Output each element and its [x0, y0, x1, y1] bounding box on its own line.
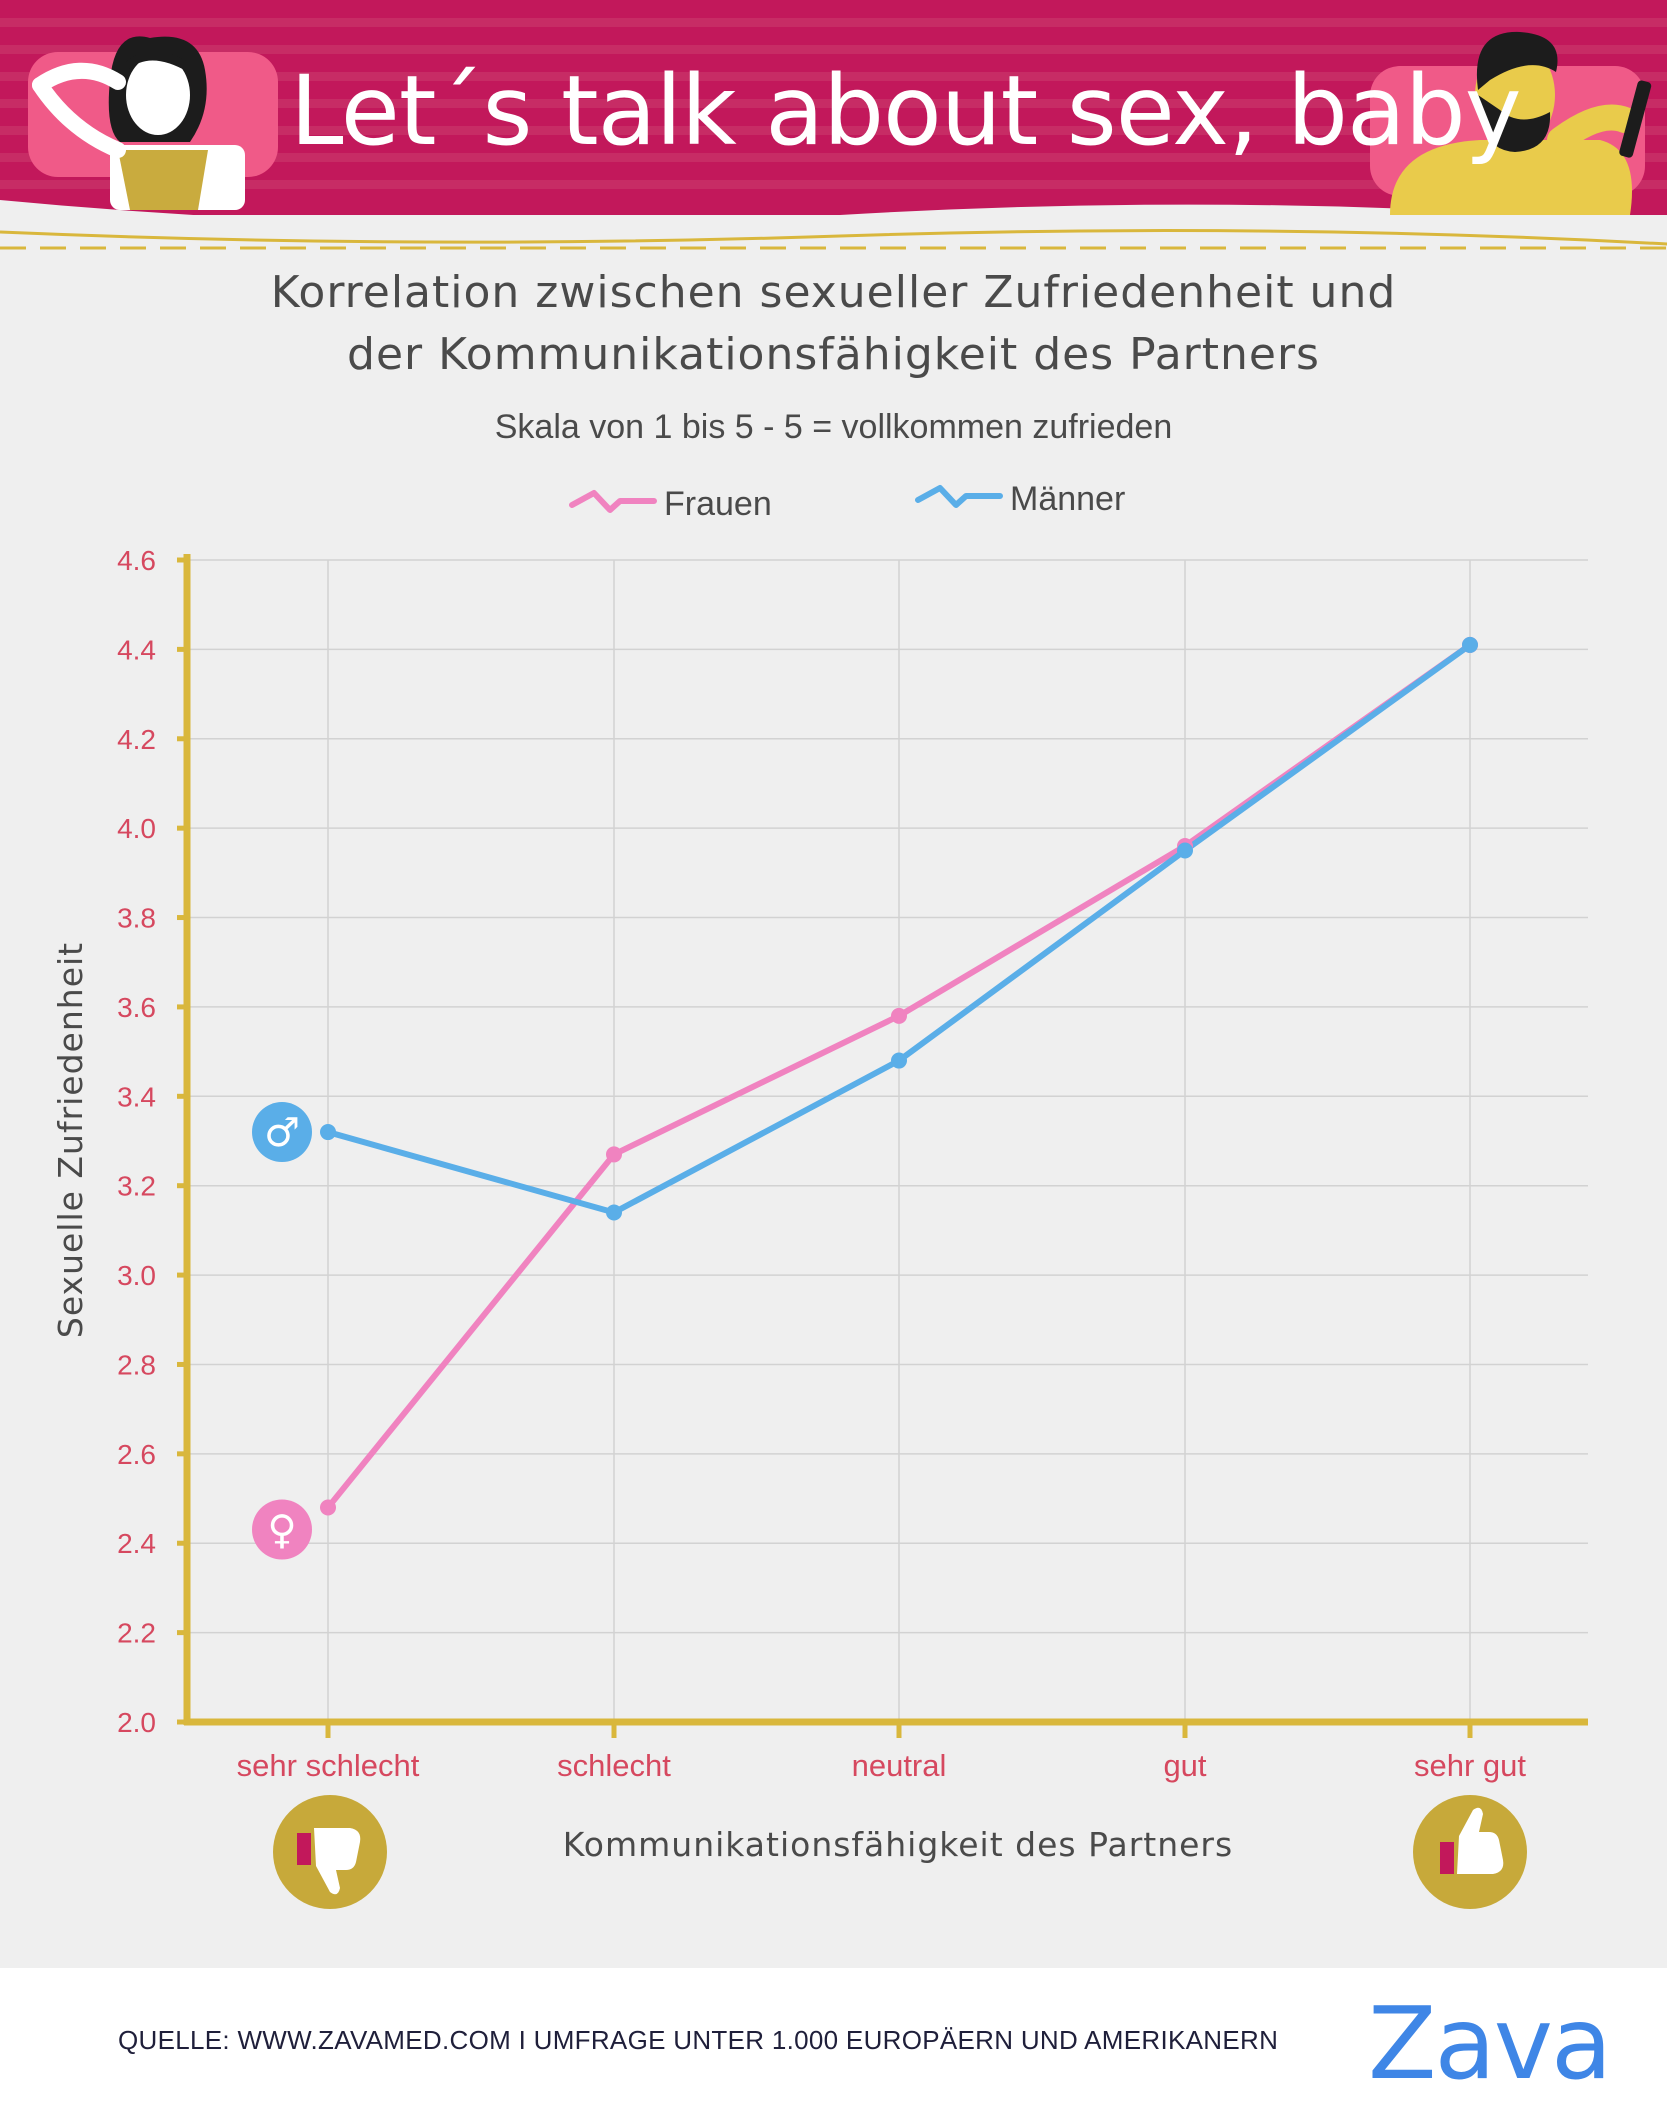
y-tick-label: 2.4 [117, 1528, 156, 1559]
legend: Frauen Männer [569, 480, 1125, 523]
chart-subtitle: Skala von 1 bis 5 - 5 = vollkommen zufri… [494, 408, 1173, 446]
axes [177, 554, 1588, 1738]
chart-title-line-2: der Kommunikationsfähigkeit des Partners [347, 329, 1320, 380]
y-tick-label: 3.8 [117, 903, 156, 934]
y-tick-label: 2.8 [117, 1349, 156, 1380]
data-point [320, 1124, 336, 1141]
chart-title-line-1: Korrelation zwischen sexueller Zufrieden… [270, 267, 1397, 318]
source-note: QUELLE: WWW.ZAVAMED.COM I UMFRAGE UNTER … [118, 2025, 1279, 2055]
x-tick-label: schlecht [557, 1748, 671, 1783]
y-tick-label: 4.0 [117, 813, 156, 844]
y-tick-label: 3.6 [117, 992, 156, 1023]
data-point [1462, 636, 1478, 653]
gender-symbol: ♀ [267, 1507, 296, 1553]
legend-label: Männer [1010, 480, 1125, 518]
data-point [320, 1499, 336, 1516]
gender-markers: ♀♂ [252, 1102, 312, 1560]
chart-title: Korrelation zwischen sexueller Zufrieden… [0, 262, 1667, 386]
x-tick-label: sehr schlecht [237, 1748, 420, 1783]
footer [0, 1968, 1667, 2119]
gender-symbol: ♂ [264, 1110, 300, 1156]
data-point [891, 1007, 907, 1024]
legend-swatch [569, 490, 657, 513]
y-tick-label: 4.4 [117, 634, 156, 665]
x-axis-label: Kommunikationsfähigkeit des Partners [563, 1825, 1233, 1864]
data-point [1177, 842, 1193, 859]
header-banner [0, 0, 1667, 250]
man-illustration [1370, 31, 1652, 215]
y-tick-label: 4.2 [117, 724, 156, 755]
y-tick-label: 2.2 [117, 1618, 156, 1649]
y-tick-label: 3.0 [117, 1260, 156, 1291]
woman-illustration [28, 36, 278, 210]
legend-swatch [915, 485, 1003, 508]
x-tick-labels: sehr schlecht schlecht neutral gut sehr gut [237, 1748, 1527, 1783]
x-tick-label: gut [1163, 1748, 1206, 1783]
data-point [606, 1146, 622, 1163]
female-symbol-icon [252, 1499, 312, 1560]
male-symbol-icon [252, 1102, 312, 1163]
y-tick-label: 2.0 [117, 1707, 156, 1738]
data-point [606, 1204, 622, 1221]
x-tick-label: sehr gut [1414, 1748, 1526, 1783]
y-tick-label: 3.2 [117, 1171, 156, 1202]
data-point [891, 1052, 907, 1069]
y-axis-label: Sexuelle Zufriedenheit [51, 942, 90, 1338]
line-chart: 2.0 2.2 2.4 2.6 2.8 3.0 3.2 3.4 3.6 3.8 4.0 4.2 4.4 4… [51, 480, 1588, 1909]
series [320, 636, 1478, 1516]
y-tick-label: 4.6 [117, 545, 156, 576]
thumbs-down-icon [273, 1795, 387, 1909]
y-tick-label: 3.4 [117, 1081, 156, 1112]
legend-label: Frauen [664, 485, 772, 523]
x-tick-label: neutral [852, 1748, 947, 1783]
grid [187, 559, 1588, 1723]
y-tick-label: 2.6 [117, 1439, 156, 1470]
y-tick-labels: 2.0 2.2 2.4 2.6 2.8 3.0 3.2 3.4 3.6 3.8 4.0 4.2 4.4 4… [117, 545, 156, 1738]
headline: Let´s talk about sex, baby [290, 55, 1522, 167]
thumbs-up-icon [1413, 1795, 1527, 1909]
zava-logo: Zava [1368, 1985, 1612, 2102]
